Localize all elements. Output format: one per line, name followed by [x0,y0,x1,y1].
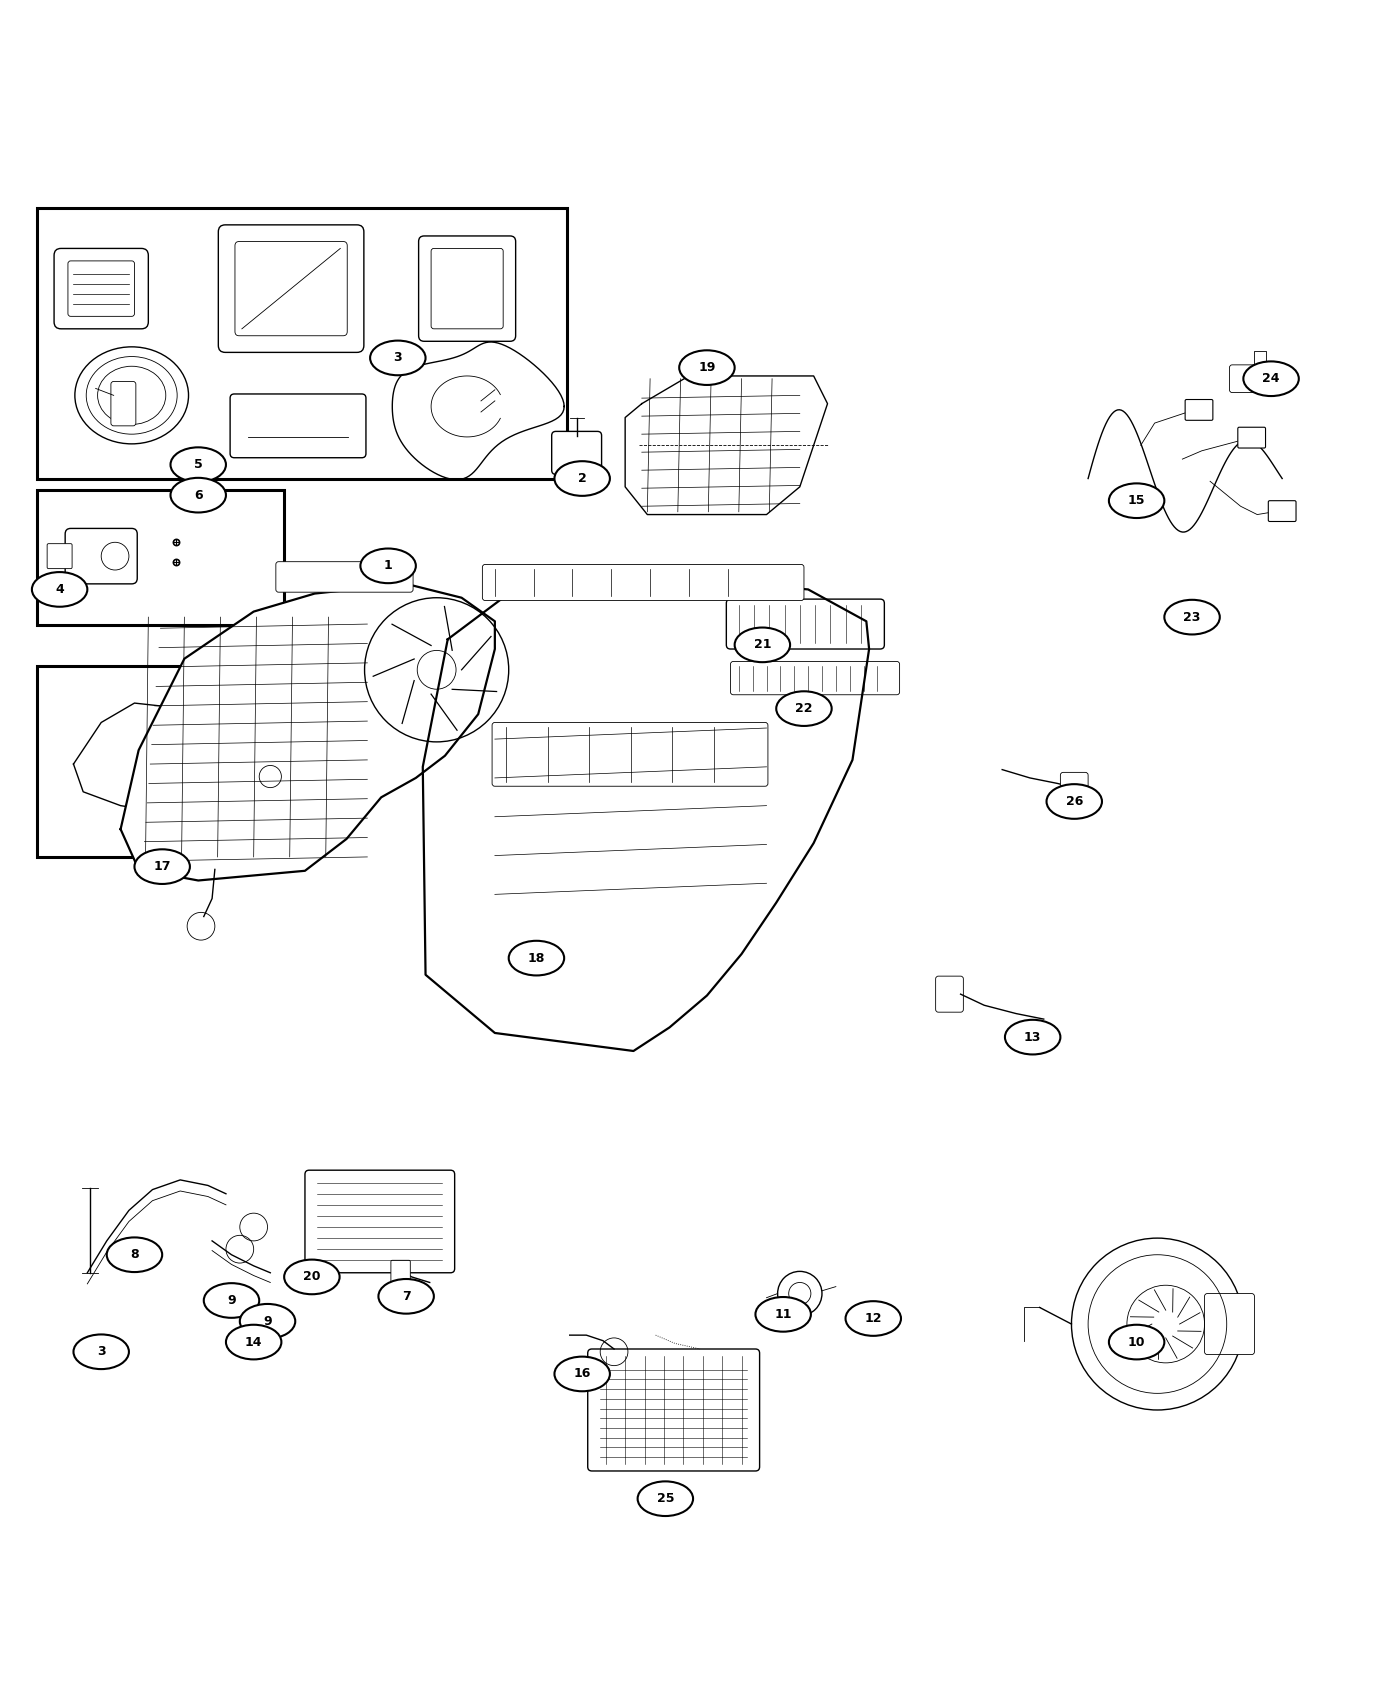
Ellipse shape [370,340,426,376]
FancyBboxPatch shape [305,1170,455,1273]
Ellipse shape [1109,1324,1165,1360]
Ellipse shape [637,1481,693,1516]
Bar [38,207,567,478]
Ellipse shape [32,573,87,607]
Text: 19: 19 [699,360,715,374]
Ellipse shape [554,1357,610,1391]
Ellipse shape [554,461,610,496]
Ellipse shape [73,1334,129,1368]
FancyBboxPatch shape [1060,772,1088,801]
FancyBboxPatch shape [431,248,503,328]
Text: 3: 3 [97,1345,105,1358]
FancyBboxPatch shape [230,394,365,457]
Bar [38,666,298,857]
Text: 2: 2 [578,473,587,484]
FancyBboxPatch shape [419,236,515,342]
FancyBboxPatch shape [276,561,413,592]
FancyBboxPatch shape [731,661,900,695]
Polygon shape [626,376,827,515]
Ellipse shape [284,1260,340,1294]
Text: 25: 25 [657,1493,673,1504]
Polygon shape [423,580,869,1051]
Text: 9: 9 [263,1314,272,1328]
Ellipse shape [378,1278,434,1314]
Text: 9: 9 [227,1294,235,1307]
Text: 11: 11 [774,1307,792,1321]
FancyBboxPatch shape [1204,1294,1254,1355]
Ellipse shape [1005,1020,1060,1054]
Ellipse shape [1047,784,1102,819]
Ellipse shape [1165,600,1219,634]
FancyBboxPatch shape [48,544,71,568]
FancyBboxPatch shape [1229,366,1280,393]
FancyBboxPatch shape [55,248,148,328]
FancyBboxPatch shape [235,241,347,337]
Bar [38,490,284,626]
Text: 23: 23 [1183,610,1201,624]
FancyBboxPatch shape [66,529,137,583]
Text: 20: 20 [304,1270,321,1284]
Ellipse shape [204,1284,259,1318]
FancyBboxPatch shape [727,598,885,649]
Text: 14: 14 [245,1336,262,1348]
Ellipse shape [239,1304,295,1338]
FancyBboxPatch shape [1238,427,1266,449]
FancyBboxPatch shape [1186,400,1212,420]
FancyBboxPatch shape [1268,502,1296,522]
Text: 16: 16 [574,1367,591,1380]
FancyBboxPatch shape [218,224,364,352]
FancyBboxPatch shape [483,564,804,600]
Text: 17: 17 [154,860,171,874]
Ellipse shape [735,627,790,663]
Text: 26: 26 [1065,796,1084,807]
FancyBboxPatch shape [552,432,602,474]
Ellipse shape [134,850,190,884]
FancyBboxPatch shape [935,976,963,1012]
Text: 18: 18 [528,952,545,964]
Text: 22: 22 [795,702,813,716]
Ellipse shape [171,478,225,512]
FancyBboxPatch shape [69,260,134,316]
FancyBboxPatch shape [111,381,136,427]
Polygon shape [120,583,494,881]
Text: 12: 12 [865,1312,882,1324]
Ellipse shape [171,447,225,483]
FancyBboxPatch shape [391,1260,410,1289]
Ellipse shape [360,549,416,583]
Ellipse shape [225,1324,281,1360]
Text: 3: 3 [393,352,402,364]
Text: 10: 10 [1128,1336,1145,1348]
Text: 7: 7 [402,1290,410,1302]
FancyBboxPatch shape [588,1350,760,1470]
Text: 5: 5 [193,459,203,471]
Ellipse shape [1243,362,1299,396]
Text: 8: 8 [130,1248,139,1261]
FancyBboxPatch shape [491,722,769,785]
Text: 13: 13 [1023,1030,1042,1044]
Text: 6: 6 [195,488,203,502]
Ellipse shape [106,1238,162,1272]
Ellipse shape [1109,483,1165,518]
Polygon shape [73,704,214,811]
Ellipse shape [846,1300,902,1336]
Text: 21: 21 [753,639,771,651]
Text: 1: 1 [384,559,392,573]
Text: 15: 15 [1128,495,1145,507]
Text: 24: 24 [1263,372,1280,386]
Ellipse shape [679,350,735,384]
Ellipse shape [756,1297,811,1331]
Ellipse shape [508,940,564,976]
Ellipse shape [776,692,832,726]
Text: 4: 4 [55,583,64,597]
